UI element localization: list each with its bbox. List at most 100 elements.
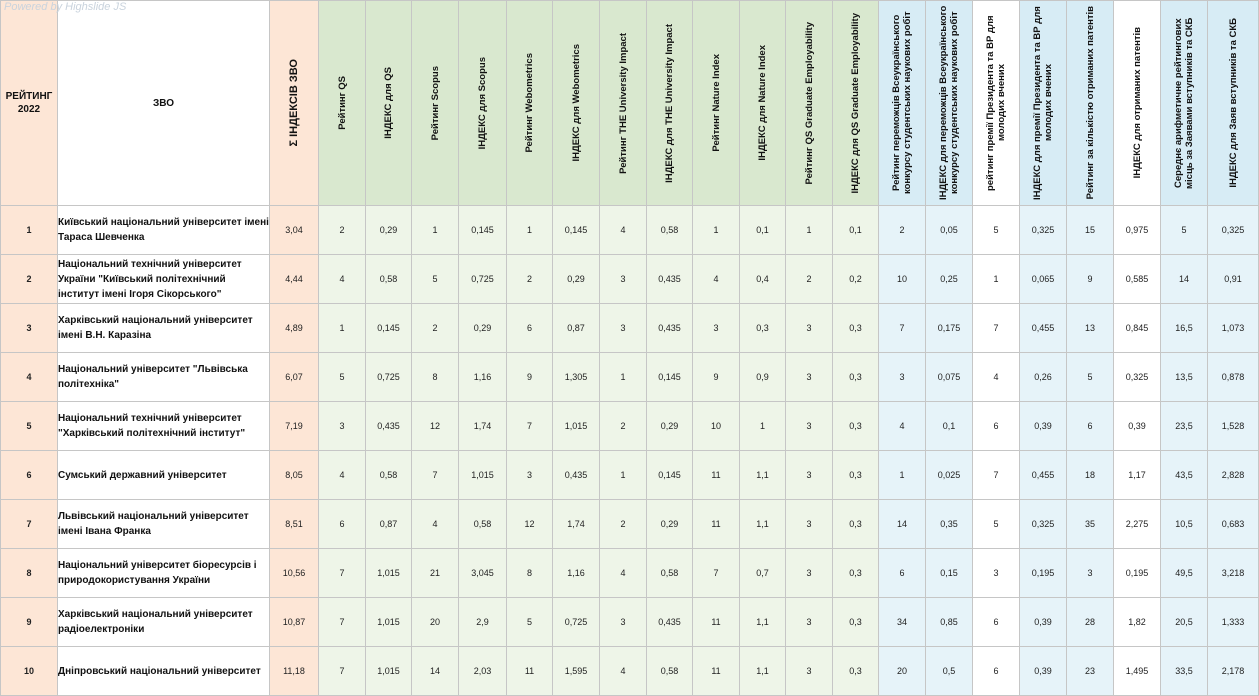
value-cell: 5	[318, 352, 366, 402]
value-cell: 0,195	[1019, 548, 1067, 598]
value-cell: 6	[972, 401, 1020, 451]
value-cell: 6	[972, 646, 1020, 696]
value-cell: 11	[692, 646, 740, 696]
value-cell: 0,435	[646, 597, 693, 647]
value-cell: 0,435	[646, 303, 693, 353]
value-cell: 14	[878, 499, 926, 549]
index-sum-cell: 10,56	[269, 548, 319, 598]
value-cell: 1,305	[552, 352, 600, 402]
value-cell: 3	[785, 597, 833, 647]
value-cell: 1	[411, 205, 459, 255]
university-name-cell: Дніпровський національний університет	[57, 646, 270, 696]
value-cell: 2	[599, 499, 647, 549]
value-cell: 5	[972, 205, 1020, 255]
value-cell: 6	[972, 597, 1020, 647]
university-name-cell: Сумський державний університет	[57, 450, 270, 500]
value-cell: 1,1	[739, 499, 786, 549]
value-cell: 2,178	[1207, 646, 1259, 696]
value-cell: 3	[785, 450, 833, 500]
table-row: 1 Київський національний університет імен…	[0, 205, 1259, 255]
value-cell: 3	[785, 352, 833, 402]
value-cell: 0,26	[1019, 352, 1067, 402]
value-cell: 1	[318, 303, 366, 353]
value-cell: 0,39	[1113, 401, 1161, 451]
value-cell: 23	[1066, 646, 1114, 696]
value-cell: 0,25	[925, 254, 973, 304]
value-cell: 0,585	[1113, 254, 1161, 304]
value-cell: 6	[878, 548, 926, 598]
rank-cell: 4	[0, 352, 58, 402]
value-cell: 0,3	[832, 450, 879, 500]
value-cell: 7	[506, 401, 553, 451]
value-cell: 1,74	[552, 499, 600, 549]
value-cell: 5	[1066, 352, 1114, 402]
value-cell: 0,3	[832, 499, 879, 549]
value-cell: 0,845	[1113, 303, 1161, 353]
rank-cell: 6	[0, 450, 58, 500]
header-col-14: ІНДЕКС для переможців Всеукраїнського ко…	[925, 0, 973, 206]
value-cell: 1,595	[552, 646, 600, 696]
value-cell: 0,29	[646, 401, 693, 451]
value-cell: 0,39	[1019, 597, 1067, 647]
value-cell: 5	[411, 254, 459, 304]
table-row: 5 Національний технічний університет "Хар…	[0, 401, 1259, 451]
value-cell: 1,015	[552, 401, 600, 451]
value-cell: 0,325	[1019, 499, 1067, 549]
value-cell: 0,145	[458, 205, 507, 255]
value-cell: 3	[599, 303, 647, 353]
value-cell: 2	[878, 205, 926, 255]
value-cell: 49,5	[1160, 548, 1208, 598]
rank-cell: 10	[0, 646, 58, 696]
value-cell: 0,195	[1113, 548, 1161, 598]
value-cell: 0,145	[646, 450, 693, 500]
value-cell: 7	[972, 303, 1020, 353]
value-cell: 3	[785, 499, 833, 549]
value-cell: 4	[599, 205, 647, 255]
university-name-cell: Національний технічний університет Украї…	[57, 254, 270, 304]
value-cell: 2	[318, 205, 366, 255]
value-cell: 0,58	[365, 450, 412, 500]
value-cell: 0,1	[739, 205, 786, 255]
value-cell: 0,15	[925, 548, 973, 598]
university-name-cell: Національний університет біоресурсів і п…	[57, 548, 270, 598]
value-cell: 9	[692, 352, 740, 402]
value-cell: 1,528	[1207, 401, 1259, 451]
index-sum-cell: 11,18	[269, 646, 319, 696]
index-sum-cell: 4,89	[269, 303, 319, 353]
value-cell: 13	[1066, 303, 1114, 353]
value-cell: 0,39	[1019, 646, 1067, 696]
value-cell: 2	[506, 254, 553, 304]
value-cell: 7	[878, 303, 926, 353]
value-cell: 10,5	[1160, 499, 1208, 549]
value-cell: 9	[506, 352, 553, 402]
value-cell: 35	[1066, 499, 1114, 549]
value-cell: 3	[785, 401, 833, 451]
value-cell: 11	[506, 646, 553, 696]
value-cell: 0,455	[1019, 450, 1067, 500]
value-cell: 12	[411, 401, 459, 451]
value-cell: 15	[1066, 205, 1114, 255]
table-row: 3 Харківський національний університет ім…	[0, 303, 1259, 353]
header-col-19: Середнє арифметичне рейтингових місць за…	[1160, 0, 1208, 206]
value-cell: 3	[599, 597, 647, 647]
table-row: 2 Національний технічний університет Укра…	[0, 254, 1259, 304]
value-cell: 1	[972, 254, 1020, 304]
value-cell: 0,35	[925, 499, 973, 549]
rank-cell: 9	[0, 597, 58, 647]
value-cell: 5	[1160, 205, 1208, 255]
value-cell: 0,2	[832, 254, 879, 304]
value-cell: 3,218	[1207, 548, 1259, 598]
value-cell: 3,045	[458, 548, 507, 598]
value-cell: 1	[692, 205, 740, 255]
header-university: ЗВО	[57, 0, 270, 206]
value-cell: 0,29	[458, 303, 507, 353]
value-cell: 0,075	[925, 352, 973, 402]
value-cell: 0,58	[458, 499, 507, 549]
value-cell: 2,03	[458, 646, 507, 696]
value-cell: 0,85	[925, 597, 973, 647]
value-cell: 0,3	[832, 646, 879, 696]
value-cell: 14	[1160, 254, 1208, 304]
value-cell: 11	[692, 597, 740, 647]
value-cell: 0,3	[739, 303, 786, 353]
value-cell: 1,015	[458, 450, 507, 500]
